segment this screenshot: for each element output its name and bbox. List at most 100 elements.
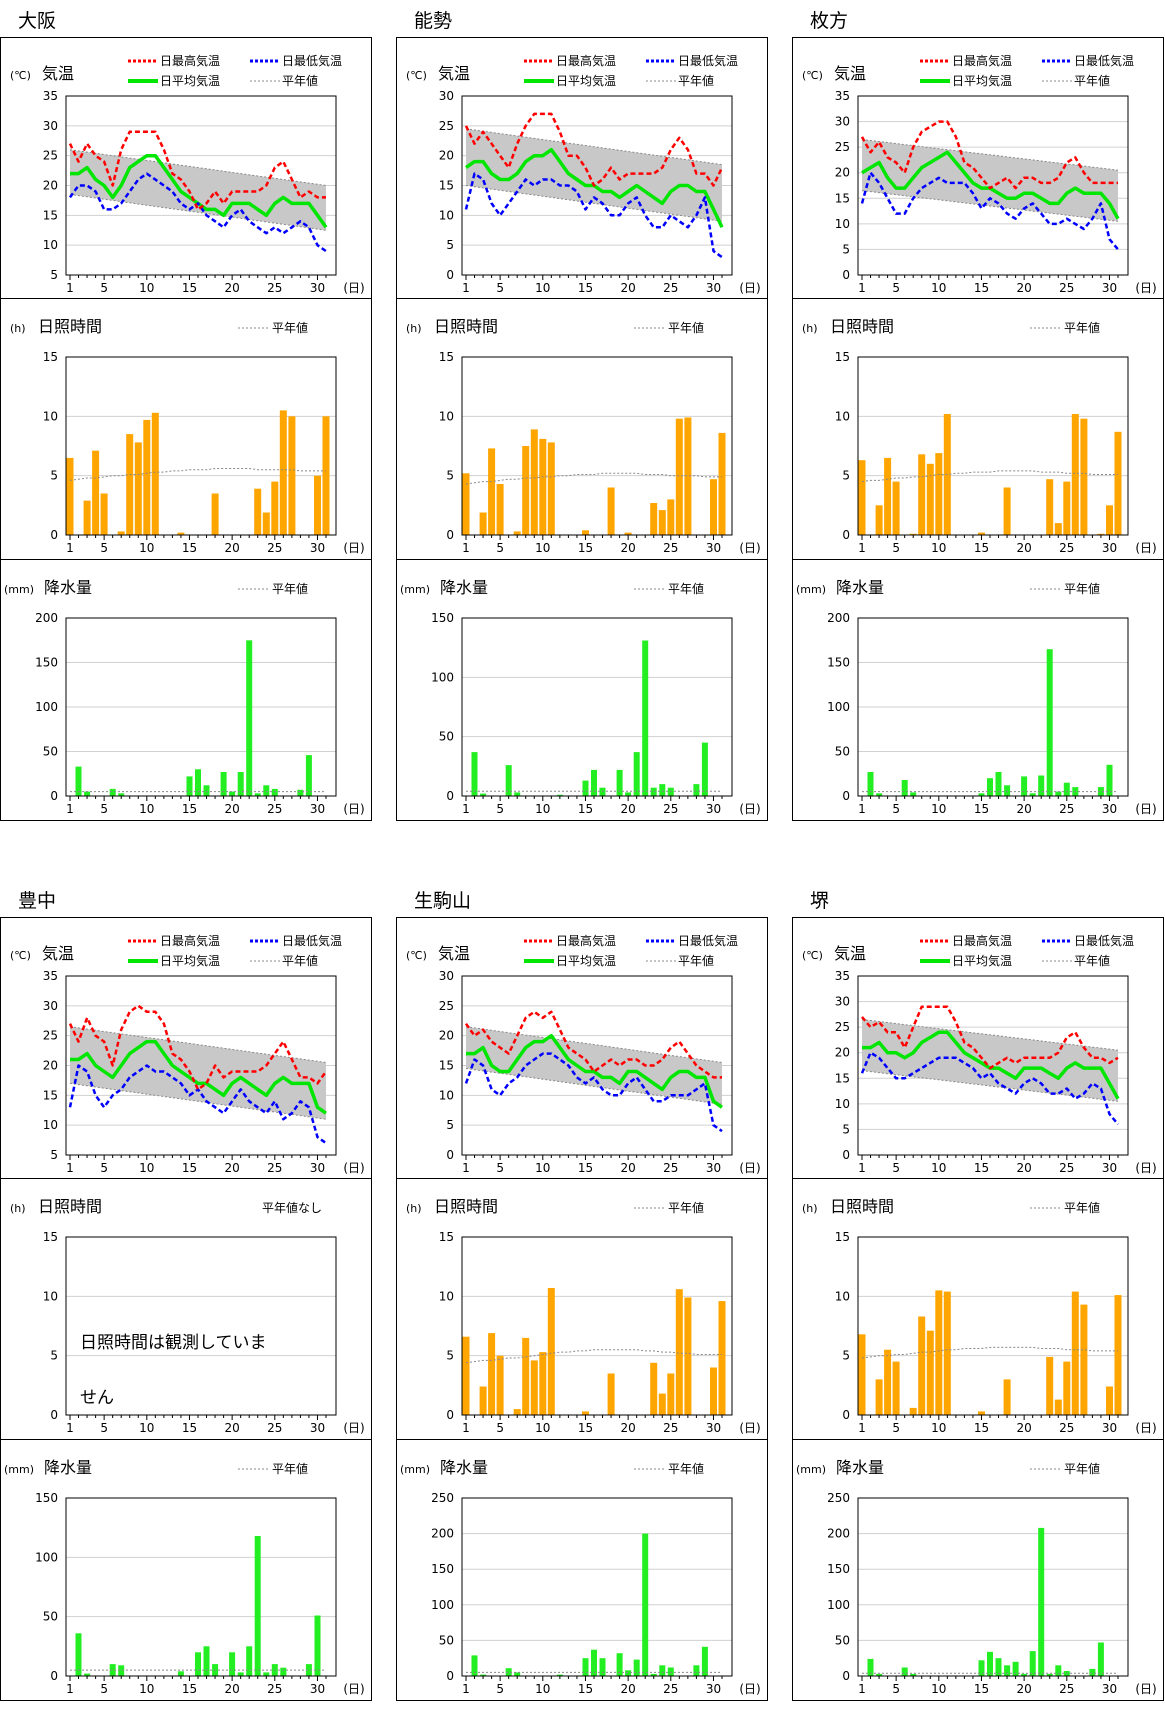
sunshine-normal-line <box>465 1349 722 1364</box>
y-tick-label: 30 <box>439 89 454 103</box>
panel-border <box>396 559 768 821</box>
x-tick-label: 25 <box>663 1421 678 1435</box>
y-tick-label: 150 <box>827 1562 850 1576</box>
sun-unit-label: (h) <box>802 1202 818 1215</box>
sunshine-bar <box>582 530 589 535</box>
y-tick-label: 10 <box>439 1088 454 1102</box>
temp-unit-label: (℃) <box>10 69 31 82</box>
sunshine-bar <box>892 481 900 535</box>
y-tick-label: 50 <box>43 1610 58 1624</box>
y-tick-label: 0 <box>446 268 454 282</box>
y-tick-label: 150 <box>827 656 850 670</box>
precipitation-bar <box>263 1672 270 1676</box>
y-tick-label: 200 <box>431 1527 454 1541</box>
y-tick-label: 15 <box>835 350 850 364</box>
precipitation-bar <box>978 1660 985 1676</box>
legend-max-label: 日最高気温 <box>160 933 220 948</box>
precipitation-bar <box>556 794 563 796</box>
precipitation-bar <box>514 792 521 796</box>
x-tick-label: 30 <box>310 1161 325 1175</box>
sun-unit-label: (h) <box>10 322 26 335</box>
y-tick-label: 50 <box>835 745 850 759</box>
sunshine-bar <box>100 493 108 535</box>
x-tick-label: 1 <box>462 1682 470 1696</box>
sunshine-bar <box>650 1362 658 1415</box>
y-tick-label: 30 <box>439 969 454 983</box>
precipitation-bar <box>280 1667 287 1676</box>
precipitation-bar <box>109 788 116 796</box>
x-tick-label: 25 <box>663 541 678 555</box>
prec-unit-label: (mm) <box>4 583 34 596</box>
precipitation-bar <box>109 1664 116 1676</box>
station-title: 生駒山 <box>414 890 472 912</box>
x-tick-label: 25 <box>267 802 282 816</box>
x-tick-label: 5 <box>892 1161 900 1175</box>
x-tick-label: 15 <box>182 1682 197 1696</box>
sunshine-bar <box>126 434 134 535</box>
precipitation-bar <box>625 792 632 796</box>
prec-title: 降水量 <box>440 578 488 597</box>
y-tick-label: 15 <box>43 1230 58 1244</box>
x-tick-label: 30 <box>310 281 325 295</box>
sunshine-bar <box>684 417 692 535</box>
y-tick-label: 10 <box>43 1118 58 1132</box>
sunshine-bar <box>607 1373 615 1415</box>
y-tick-label: 0 <box>842 268 850 282</box>
x-tick-label: 30 <box>310 802 325 816</box>
y-tick-label: 10 <box>43 409 58 423</box>
y-tick-label: 0 <box>842 1148 850 1162</box>
x-unit-label: (日) <box>739 281 760 295</box>
x-tick-label: 25 <box>663 1682 678 1696</box>
legend-avg-label: 日平均気温 <box>556 73 616 88</box>
x-tick-label: 30 <box>310 1421 325 1435</box>
y-tick-label: 5 <box>842 1349 850 1363</box>
temp-title: 気温 <box>834 64 866 83</box>
plot-frame <box>857 356 1129 536</box>
max-temp-line <box>860 120 1118 190</box>
x-tick-label: 30 <box>706 281 721 295</box>
x-tick-label: 25 <box>267 281 282 295</box>
normal-min-line <box>861 1070 1119 1102</box>
x-tick-label: 10 <box>535 281 550 295</box>
plot-frame <box>65 1497 337 1677</box>
y-tick-label: 0 <box>50 1408 58 1422</box>
x-tick-label: 25 <box>1059 802 1074 816</box>
x-tick-label: 15 <box>578 802 593 816</box>
station-title: 能勢 <box>414 10 453 32</box>
sunshine-bar <box>117 531 125 535</box>
x-tick-label: 25 <box>267 1682 282 1696</box>
x-tick-label: 1 <box>462 541 470 555</box>
legend-max-label: 日最高気温 <box>952 933 1012 948</box>
x-tick-label: 1 <box>858 1161 866 1175</box>
y-tick-label: 10 <box>43 238 58 252</box>
sunshine-bar <box>322 416 330 535</box>
sunshine-bar <box>675 1289 683 1415</box>
sunshine-bar <box>858 1334 866 1415</box>
y-tick-label: 15 <box>439 179 454 193</box>
sunshine-bar <box>909 533 917 535</box>
precipitation-bar <box>229 791 236 796</box>
legend-max-label: 日最高気温 <box>160 53 220 68</box>
x-tick-label: 5 <box>100 802 108 816</box>
y-tick-label: 50 <box>439 730 454 744</box>
precipitation-bar <box>642 640 649 796</box>
precipitation-bar <box>305 1664 312 1676</box>
precipitation-bar <box>75 766 82 796</box>
x-tick-label: 25 <box>1059 281 1074 295</box>
sun-title: 日照時間 <box>830 1197 894 1216</box>
legend-normal-label: 平年値 <box>1064 581 1100 596</box>
legend-max-label: 日最高気温 <box>556 53 616 68</box>
temp-title: 気温 <box>438 944 470 963</box>
y-tick-label: 15 <box>439 1230 454 1244</box>
precipitation-bar <box>177 1671 184 1676</box>
precipitation-bar <box>1038 775 1045 796</box>
sun-title: 日照時間 <box>830 317 894 336</box>
precipitation-bar <box>659 784 666 796</box>
y-tick-label: 5 <box>842 242 850 256</box>
y-tick-label: 200 <box>827 1527 850 1541</box>
y-tick-label: 150 <box>35 656 58 670</box>
sunshine-bar <box>884 457 892 535</box>
sunshine-bar <box>66 457 74 535</box>
